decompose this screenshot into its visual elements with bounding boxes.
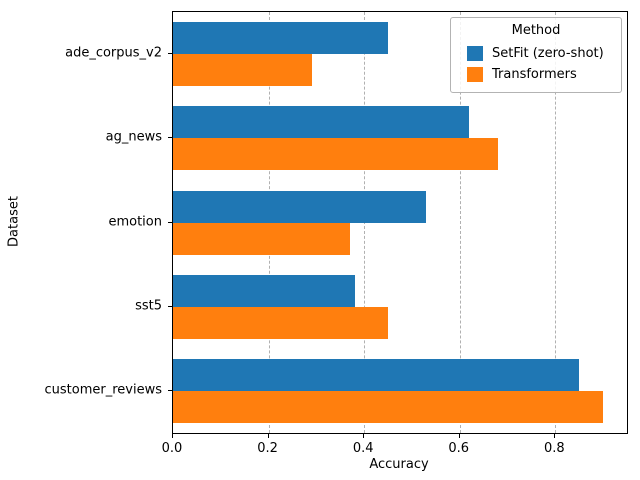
ytick-mark	[168, 221, 172, 223]
legend-title: Method	[511, 23, 561, 38]
legend: Method SetFit (zero-shot) Transformers	[450, 17, 622, 93]
ytick-label-customer_reviews: customer_reviews	[44, 382, 162, 398]
ytick-mark	[168, 389, 172, 391]
xtick-label-0.0: 0.0	[161, 441, 183, 456]
xtick-mark	[172, 434, 173, 438]
legend-entry-setfit: SetFit (zero-shot)	[461, 43, 611, 64]
plot-area: Method SetFit (zero-shot) Transformers	[172, 11, 628, 434]
xtick-mark	[554, 434, 556, 438]
legend-entry-transformers: Transformers	[461, 64, 611, 85]
bar-sst5-series-0	[173, 274, 355, 307]
bar-ag_news-series-0	[173, 106, 470, 139]
legend-label-transformers: Transformers	[492, 67, 577, 82]
bar-ag_news-series-1	[173, 138, 498, 171]
legend-label-setfit: SetFit (zero-shot)	[492, 46, 604, 61]
xtick-label-0.8: 0.8	[543, 441, 565, 456]
bar-emotion-series-1	[173, 222, 350, 255]
gridline-x-0.4	[364, 12, 366, 433]
x-axis: 0.0 0.2 0.4 0.6 0.8	[162, 434, 626, 474]
bar-ade_corpus_v2-series-1	[173, 54, 312, 87]
ytick-mark	[168, 137, 172, 139]
ytick-label-ag_news: ag_news	[105, 129, 162, 145]
legend-swatch-transformers-icon	[467, 67, 483, 82]
x-axis-title: Accuracy	[369, 457, 429, 472]
xtick-mark	[267, 434, 269, 438]
y-axis-title: Dataset	[6, 196, 22, 247]
bar-ade_corpus_v2-series-0	[173, 22, 389, 55]
bar-sst5-series-1	[173, 306, 389, 339]
ytick-label-ade_corpus_v2: ade_corpus_v2	[65, 45, 162, 61]
bar-emotion-series-0	[173, 190, 427, 223]
bar-customer_reviews-series-1	[173, 390, 604, 423]
xtick-label-0.6: 0.6	[448, 441, 470, 456]
xtick-mark	[458, 434, 460, 438]
gridline-x-0.6	[459, 12, 461, 433]
xtick-mark	[363, 434, 365, 438]
ytick-label-emotion: emotion	[108, 214, 162, 229]
legend-swatch-setfit-icon	[467, 46, 483, 61]
gridline-x-0.8	[555, 12, 557, 433]
ytick-mark	[168, 53, 172, 55]
xtick-label-0.2: 0.2	[257, 441, 278, 456]
xtick-label-0.4: 0.4	[352, 441, 374, 456]
ytick-label-sst5: sst5	[135, 298, 162, 314]
ytick-mark	[168, 305, 172, 307]
bar-customer_reviews-series-0	[173, 358, 580, 391]
